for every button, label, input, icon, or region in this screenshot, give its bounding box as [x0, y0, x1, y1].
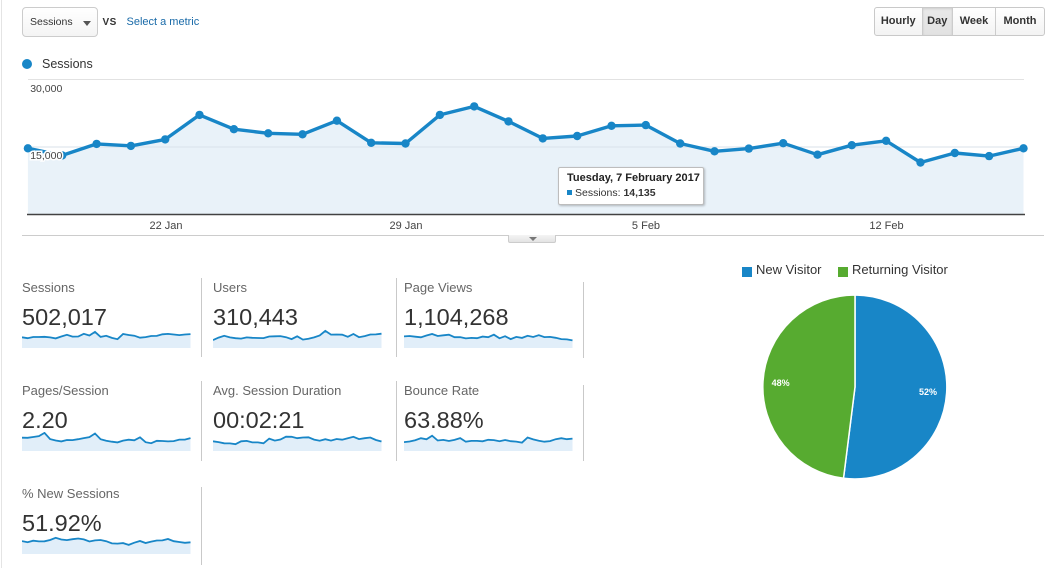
svg-text:52%: 52%: [919, 387, 937, 397]
svg-text:12 Feb: 12 Feb: [869, 220, 903, 232]
svg-text:22 Jan: 22 Jan: [149, 220, 182, 232]
svg-text:15,000: 15,000: [30, 150, 62, 162]
svg-text:30,000: 30,000: [30, 83, 62, 95]
svg-text:29 Jan: 29 Jan: [389, 220, 422, 232]
svg-text:48%: 48%: [772, 378, 790, 388]
svg-text:5 Feb: 5 Feb: [632, 220, 660, 232]
